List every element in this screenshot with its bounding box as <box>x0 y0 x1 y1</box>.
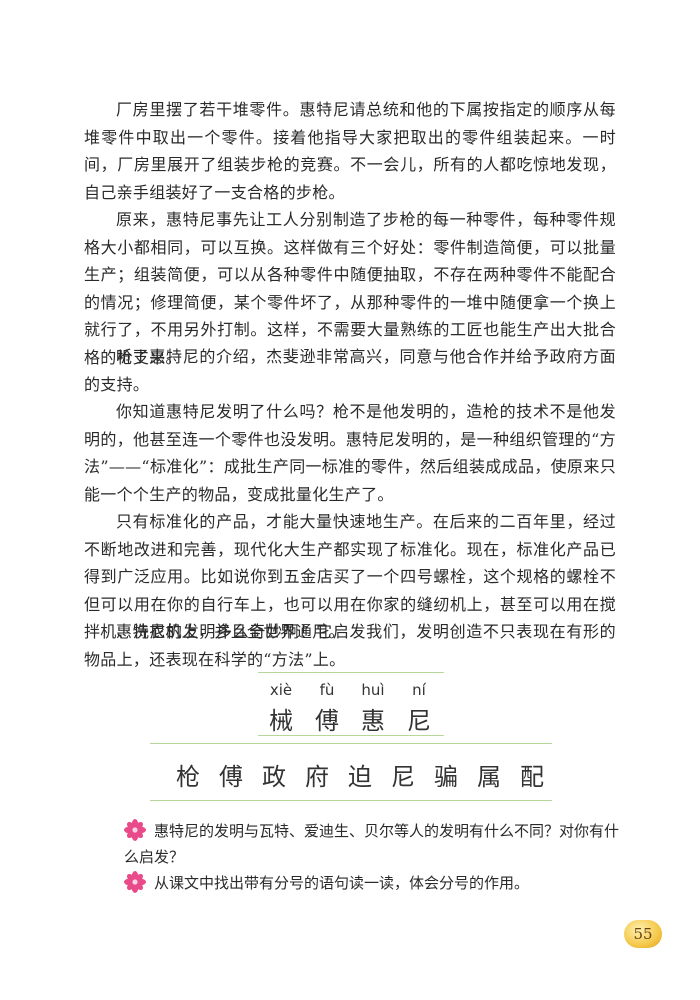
flower-icon <box>124 871 146 893</box>
write-char: 府 <box>305 763 329 791</box>
pinyin-item: huì <box>361 681 385 699</box>
write-char: 骗 <box>434 763 458 791</box>
page-number-badge: 55 <box>624 920 662 948</box>
write-char: 尼 <box>391 763 415 791</box>
write-char: 政 <box>262 763 286 791</box>
paragraph-3: 听了惠特尼的介绍，杰斐逊非常高兴，同意与他合作并给予政府方面的支持。 <box>84 347 616 394</box>
recognize-char: 尼 <box>407 707 431 735</box>
recognize-char: 傅 <box>315 707 339 735</box>
paragraph-2: 原来，惠特尼事先让工人分别制造了步枪的每一种零件，每种零件规格大小都相同，可以互… <box>84 210 616 367</box>
recognize-characters-box: xiè fù huì ní 械 傅 惠 尼 <box>258 672 444 736</box>
paragraph-1: 厂房里摆了若干堆零件。惠特尼请总统和他的下属按指定的顺序从每堆零件中取出一个零件… <box>84 100 616 202</box>
question-1: 惠特尼的发明与瓦特、爱迪生、贝尔等人的发明有什么不同？对你有什么启发？ <box>124 818 624 870</box>
pinyin-row: xiè fù huì ní <box>258 681 444 699</box>
question-2-text: 从课文中找出带有分号的语句读一读，体会分号的作用。 <box>154 874 530 892</box>
write-char: 属 <box>477 763 501 791</box>
write-char: 枪 <box>176 763 200 791</box>
recognize-chars-row: 械 傅 惠 尼 <box>258 701 444 735</box>
question-2: 从课文中找出带有分号的语句读一读，体会分号的作用。 <box>124 870 624 896</box>
write-char: 迫 <box>348 763 372 791</box>
write-characters-box: 枪 傅 政 府 迫 尼 骗 属 配 <box>150 743 552 801</box>
recognize-char: 惠 <box>361 707 385 735</box>
pinyin-item: xiè <box>269 681 293 699</box>
question-1-text: 惠特尼的发明与瓦特、爱迪生、贝尔等人的发明有什么不同？对你有什么启发？ <box>124 822 620 866</box>
recognize-char: 械 <box>269 707 293 735</box>
flower-icon <box>124 819 146 841</box>
paragraph-4: 你知道惠特尼发明了什么吗？枪不是他发明的，造枪的技术不是他发明的，他甚至连一个零… <box>84 402 616 504</box>
paragraph-6: 惠特尼的发明多么奇妙啊！它启发我们，发明创造不只表现在有形的物品上，还表现在科学… <box>84 622 616 669</box>
paragraph-5: 只有标准化的产品，才能大量快速地生产。在后来的二百年里，经过不断地改进和完善，现… <box>84 512 616 641</box>
pinyin-item: fù <box>319 681 335 699</box>
pinyin-item: ní <box>412 681 426 699</box>
write-char: 配 <box>520 763 544 791</box>
write-char: 傅 <box>219 763 243 791</box>
